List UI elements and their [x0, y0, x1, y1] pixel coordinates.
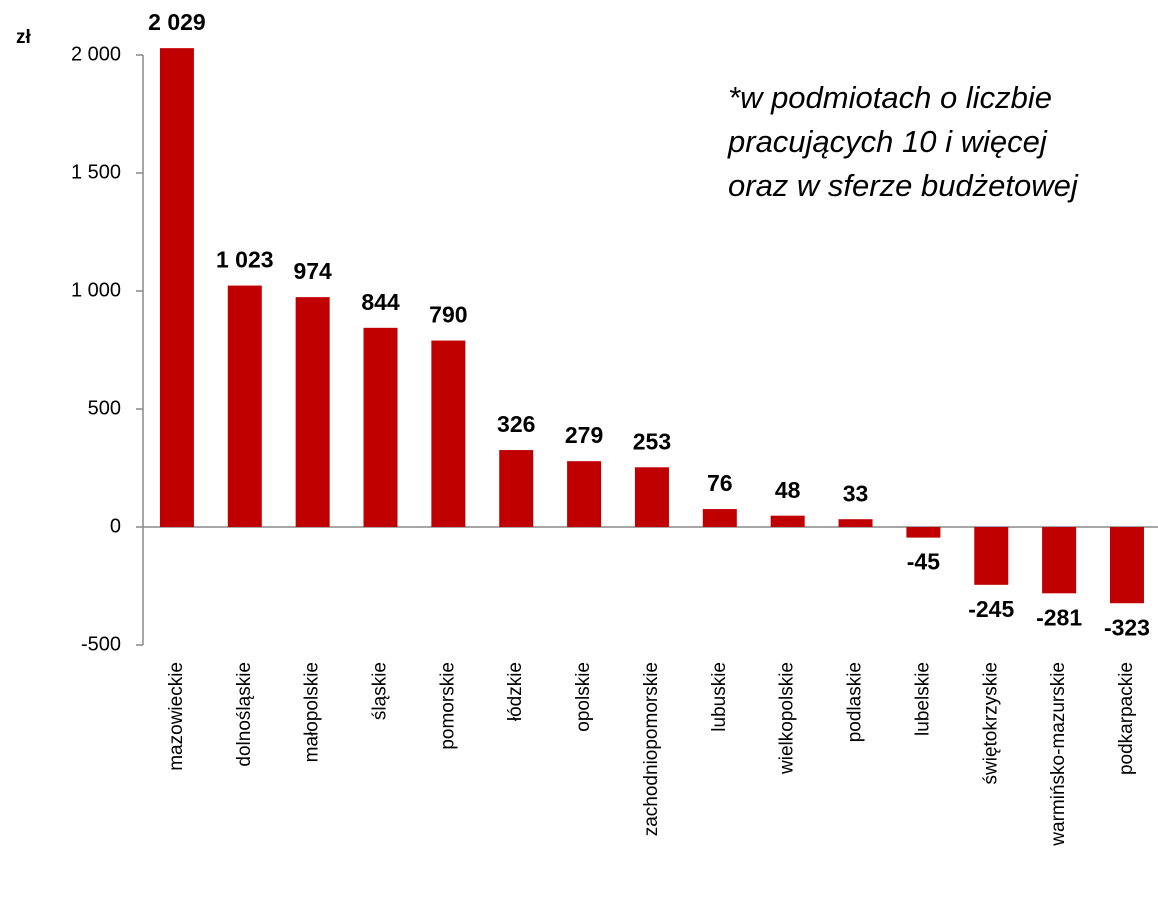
- y-tick-label: 1 500: [71, 161, 121, 183]
- x-tick-label: małopolskie: [302, 662, 323, 762]
- x-tick-label: łódzkie: [505, 662, 526, 721]
- value-label: 1 023: [216, 247, 274, 273]
- bar: [634, 467, 669, 527]
- value-label: 48: [775, 477, 801, 503]
- value-label: 326: [497, 411, 535, 437]
- x-tick-label: zachodniopomorskie: [641, 662, 662, 836]
- value-label: -245: [968, 596, 1014, 622]
- bar: [702, 509, 737, 527]
- x-tick-label: wielkopolskie: [777, 662, 798, 775]
- x-tick-label: świętokrzyskie: [980, 662, 1001, 784]
- x-tick-label: opolskie: [573, 662, 594, 732]
- annotation-line: pracujących 10 i więcej: [727, 124, 1048, 159]
- value-label: -281: [1036, 604, 1082, 630]
- annotation-line: *w podmiotach o liczbie: [728, 80, 1052, 115]
- value-label: -45: [907, 549, 940, 575]
- bar: [1109, 527, 1144, 604]
- annotation: *w podmiotach o liczbie pracujących 10 i …: [727, 80, 1079, 203]
- bar: [499, 450, 534, 527]
- value-label: 844: [361, 289, 400, 315]
- y-tick-label: 0: [110, 515, 121, 537]
- value-label: 2 029: [148, 9, 206, 35]
- bar: [295, 297, 330, 527]
- bar: [227, 285, 262, 527]
- x-tick-label: podlaskie: [845, 662, 866, 742]
- y-tick-label: -500: [81, 633, 121, 655]
- bar: [974, 527, 1009, 585]
- bar: [838, 519, 873, 527]
- y-tick-label: 1 000: [71, 279, 121, 301]
- bar: [770, 515, 805, 527]
- value-label: 790: [429, 302, 467, 328]
- bar: [159, 48, 194, 527]
- x-tick-label: pomorskie: [437, 662, 458, 750]
- bar: [431, 340, 466, 527]
- x-tick-label: podkarpackie: [1116, 662, 1137, 775]
- x-tick-label: warmińsko-mazurskie: [1048, 662, 1069, 847]
- y-tick-label: 2 000: [71, 43, 121, 65]
- value-label: -323: [1104, 614, 1150, 640]
- value-label: 33: [843, 480, 869, 506]
- value-label: 974: [293, 258, 332, 284]
- annotation-line: oraz w sferze budżetowej: [728, 168, 1079, 203]
- bar: [906, 527, 941, 538]
- x-tick-label: śląskie: [370, 662, 391, 720]
- x-tick-label: lubuskie: [709, 662, 730, 732]
- bar: [567, 461, 602, 527]
- y-tick-label: 500: [88, 397, 121, 419]
- value-label: 253: [633, 428, 671, 454]
- value-label: 279: [565, 422, 603, 448]
- x-tick-label: dolnośląskie: [234, 662, 255, 767]
- x-tick-label: mazowieckie: [166, 662, 187, 771]
- x-tick-label: lubelskie: [912, 662, 933, 736]
- bar: [1042, 527, 1077, 594]
- y-axis-unit: zł: [16, 27, 32, 48]
- bar: [363, 327, 398, 527]
- value-label: 76: [707, 470, 733, 496]
